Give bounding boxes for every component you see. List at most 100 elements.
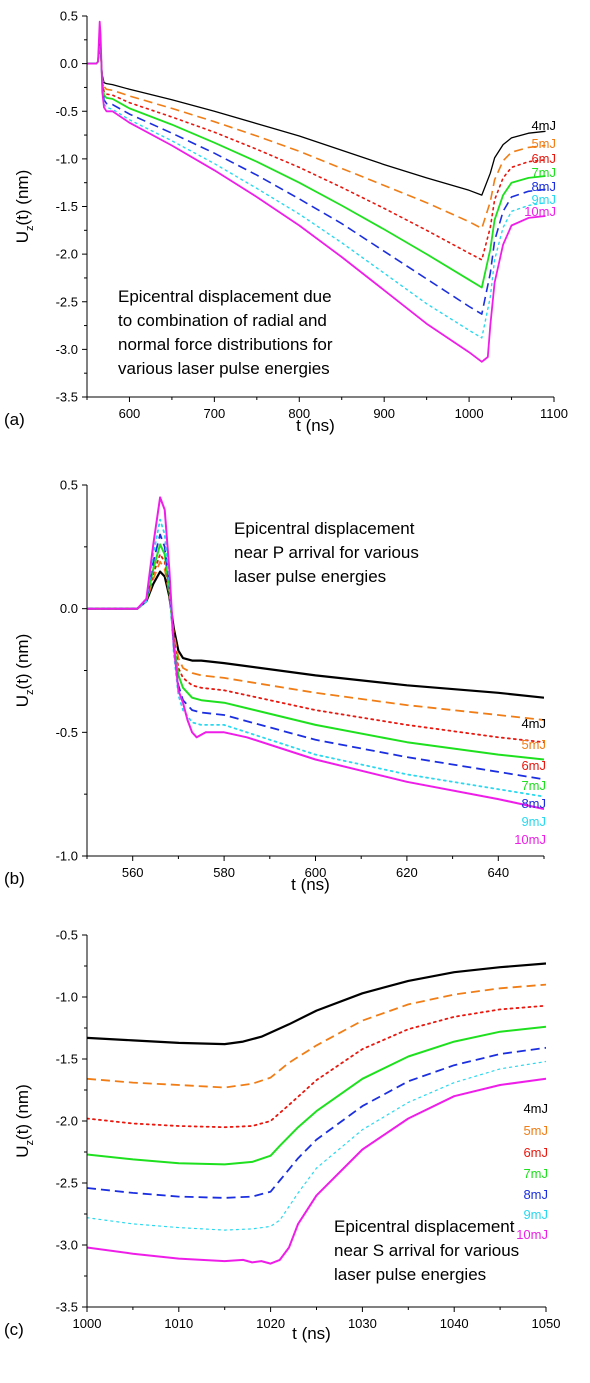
series-line-6mJ [87, 1004, 546, 1129]
y-tick-label: -1.5 [56, 1052, 78, 1067]
series-line-10mJ [87, 20, 546, 363]
series-label-7mJ: 7mJ [521, 778, 546, 793]
annotation-line: laser pulse energies [334, 1265, 486, 1284]
series-line-7mJ [87, 543, 544, 761]
annotation-line: to combination of radial and [118, 311, 327, 330]
series-label-7mJ: 7mJ [523, 1166, 548, 1181]
series-label-4mJ: 4mJ [521, 716, 546, 731]
y-tick-label: -1.0 [56, 990, 78, 1005]
x-tick-label: 1010 [164, 1316, 193, 1331]
annotation-line: Epicentral displacement due [118, 287, 332, 306]
y-tick-label: -2.0 [56, 1114, 78, 1129]
x-tick-label: 580 [213, 865, 235, 880]
y-tick-label: -2.5 [56, 1176, 78, 1191]
x-tick-label: 800 [288, 406, 310, 421]
series-label-6mJ: 6mJ [523, 1145, 548, 1160]
annotation-line: near S arrival for various [334, 1241, 519, 1260]
series-label-8mJ: 8mJ [531, 179, 556, 194]
series-label-9mJ: 9mJ [523, 1207, 548, 1222]
series-line-9mJ [87, 1060, 546, 1231]
y-tick-label: -0.5 [56, 104, 78, 119]
series-label-9mJ: 9mJ [531, 192, 556, 207]
panel-label: (c) [4, 1320, 24, 1339]
series-label-4mJ: 4mJ [531, 118, 556, 133]
series-label-5mJ: 5mJ [521, 737, 546, 752]
series-label-10mJ: 10mJ [516, 1227, 548, 1242]
x-tick-label: 600 [119, 406, 141, 421]
series-group [87, 20, 547, 363]
y-tick-label: -3.5 [56, 1300, 78, 1315]
y-tick-label: -1.5 [56, 199, 78, 214]
series-label-10mJ: 10mJ [524, 204, 556, 219]
series-line-4mJ [87, 47, 546, 196]
series-label-9mJ: 9mJ [521, 814, 546, 829]
x-tick-label: 1030 [348, 1316, 377, 1331]
annotation-line: laser pulse energies [234, 567, 386, 586]
y-axis-label-rest: (t) (nm) [13, 634, 32, 690]
y-tick-label: -3.0 [56, 342, 78, 357]
y-tick-label: -1.0 [56, 151, 78, 166]
x-tick-label: 1020 [256, 1316, 285, 1331]
y-tick-label: 0.5 [60, 478, 78, 493]
y-tick-label: -1.0 [56, 849, 78, 864]
x-tick-label: 1040 [440, 1316, 469, 1331]
annotation-line: various laser pulse energies [118, 359, 330, 378]
series-label-4mJ: 4mJ [523, 1101, 548, 1116]
y-tick-label: -0.5 [56, 725, 78, 740]
series-line-10mJ [87, 1077, 546, 1265]
series-line-5mJ [87, 983, 546, 1089]
series-label-8mJ: 8mJ [521, 796, 546, 811]
y-tick-label: -2.5 [56, 294, 78, 309]
series-line-8mJ [87, 1046, 546, 1199]
series-label-5mJ: 5mJ [531, 136, 556, 151]
x-tick-label: 1100 [540, 406, 568, 421]
x-axis-label: t (ns) [291, 875, 330, 894]
series-label-5mJ: 5mJ [523, 1123, 548, 1138]
x-axis-label: t (ns) [292, 1324, 331, 1343]
y-tick-label: -3.5 [56, 390, 78, 405]
x-tick-label: 1000 [73, 1316, 102, 1331]
series-line-4mJ [87, 962, 546, 1046]
series-group [87, 962, 546, 1265]
x-tick-label: 1000 [455, 406, 484, 421]
panel-label: (a) [4, 410, 25, 429]
series-label-6mJ: 6mJ [521, 758, 546, 773]
series-line-5mJ [87, 560, 544, 721]
y-tick-label: 0.0 [60, 601, 78, 616]
y-axis-label: Uz(t) (nm) [13, 1084, 36, 1158]
annotation-line: near P arrival for various [234, 543, 419, 562]
y-axis-label: Uz(t) (nm) [13, 170, 36, 244]
x-tick-label: 560 [122, 865, 144, 880]
series-line-4mJ [87, 570, 544, 699]
chart-panel-2: 560 580 600 620 640 0.5 0.0 -0.5 -1.0 t (ns) Uz(t)… [4, 478, 546, 895]
y-axis-label-subscript: z [24, 1140, 36, 1146]
series-line-9mJ [87, 518, 544, 798]
series-line-9mJ [87, 31, 547, 339]
y-axis-label-rest: (t) (nm) [13, 1084, 32, 1140]
x-tick-label: 620 [396, 865, 418, 880]
annotation-line: Epicentral displacement [234, 519, 415, 538]
series-label-7mJ: 7mJ [531, 165, 556, 180]
y-tick-label: 0.0 [60, 56, 78, 71]
series-line-7mJ [87, 1025, 546, 1166]
chart-panel-1: 600 700 800 900 1000 1100 0.5 0.0 -0.5 -1.0 -1.5 -2… [4, 9, 568, 436]
chart-panel-3: 1000 1010 1020 1030 1040 1050 -0.5 -1.0 -1.5 -2.0… [4, 928, 560, 1344]
y-tick-label: 0.5 [60, 9, 78, 24]
series-line-7mJ [87, 38, 546, 289]
annotation-line: Epicentral displacement [334, 1217, 515, 1236]
panel-label: (b) [4, 869, 25, 888]
x-tick-label: 640 [487, 865, 509, 880]
x-axis-label: t (ns) [296, 416, 335, 435]
series-group [87, 496, 544, 810]
series-line-10mJ [87, 496, 544, 810]
series-label-6mJ: 6mJ [531, 151, 556, 166]
series-label-10mJ: 10mJ [514, 832, 546, 847]
y-tick-label: -0.5 [56, 928, 78, 943]
y-axis-label-subscript: z [24, 689, 36, 695]
annotation-line: normal force distributions for [118, 335, 333, 354]
y-axis-label-main: U [13, 1145, 32, 1157]
x-tick-label: 1050 [532, 1316, 561, 1331]
y-axis-label-main: U [13, 695, 32, 707]
y-axis-label-rest: (t) (nm) [13, 170, 32, 226]
